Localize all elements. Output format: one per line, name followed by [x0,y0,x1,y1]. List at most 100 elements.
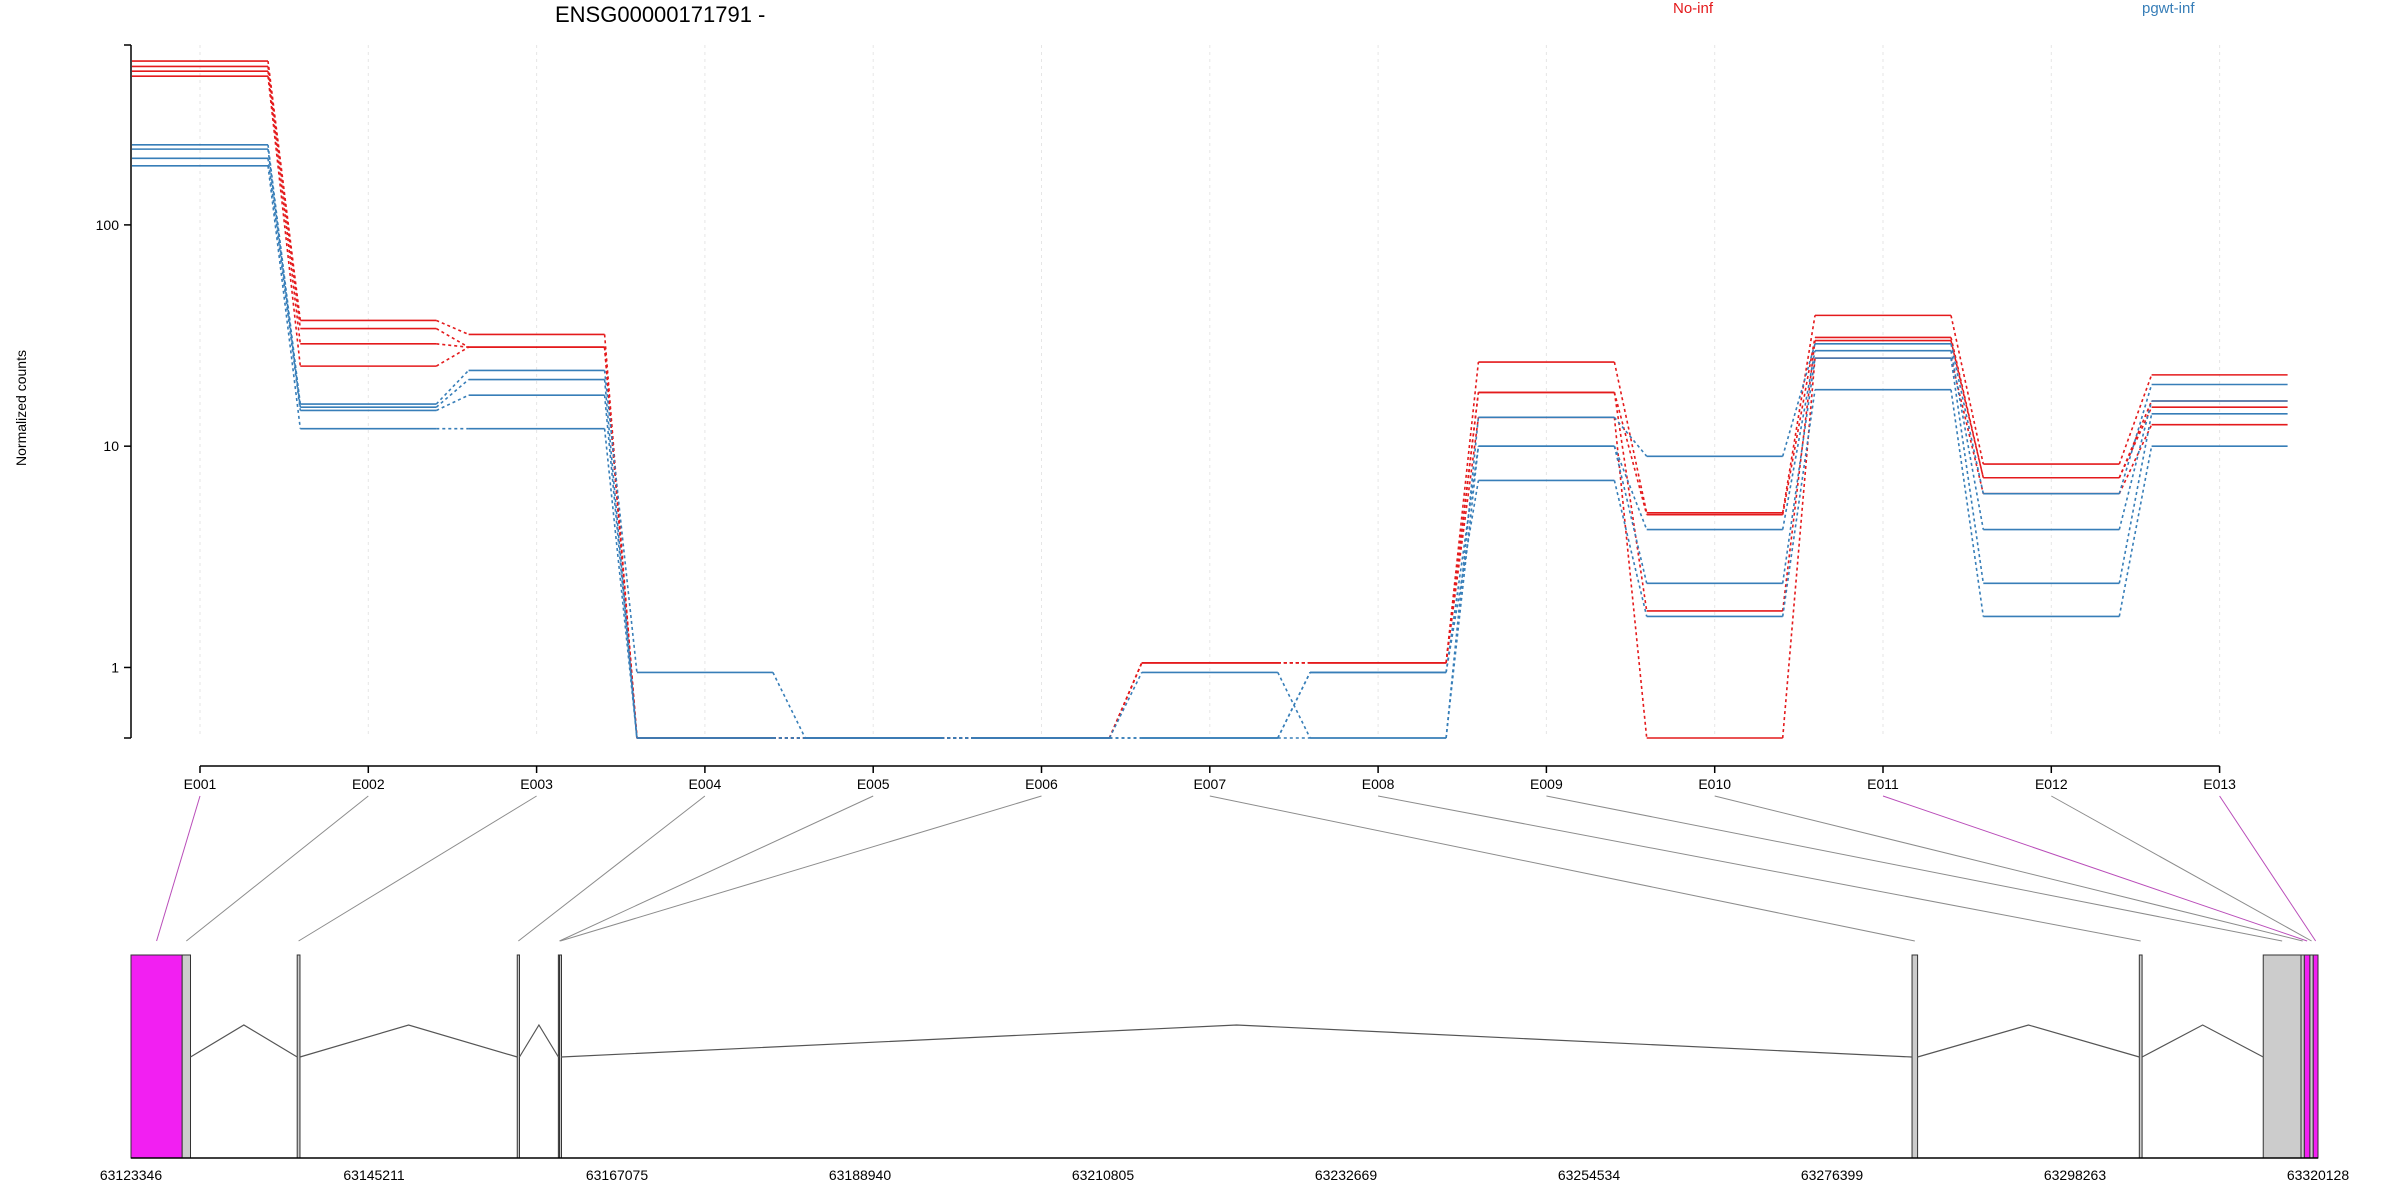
intron-1 [190,1024,298,1058]
connector-e010 [1781,350,1816,530]
connector-e004 [772,672,806,739]
x-tick-label-e002: E002 [352,776,385,792]
connector-e008 [1445,446,1480,739]
connector-e001 [267,144,302,405]
link-e008 [1378,795,2141,942]
intron-3 [518,1023,559,1058]
connector-e012 [2118,424,2153,495]
connector-e011 [1950,389,1985,617]
series-pgwt-inf-3 [132,157,2288,739]
link-e005 [559,795,874,942]
exon-e011 [2303,954,2311,1159]
exon-e007 [1911,954,1919,1159]
connector-e007 [1277,672,1311,739]
connector-e011 [1950,343,1985,494]
series-lines [132,60,2288,739]
link-e012 [2051,795,2312,942]
connector-e011 [1950,357,1985,494]
gridlines [199,45,2221,738]
connector-e010 [1781,343,1816,457]
coordinate-label: 63188940 [829,1167,892,1183]
x-tick-label-e004: E004 [689,776,722,792]
connector-e008 [1445,392,1480,663]
intron-2 [299,1024,518,1058]
connector-e009 [1613,392,1648,612]
coordinate-label: 63254534 [1558,1167,1621,1183]
chart-title: ENSG00000171791 - [555,2,765,27]
connector-e002 [435,378,470,408]
connector-e011 [1950,315,1985,465]
exon-e008 [2138,954,2143,1159]
connector-e006 [1108,672,1143,739]
link-e010 [1714,795,2303,942]
connector-e010 [1781,337,1816,515]
legend-pgwt-inf: pgwt-inf [2142,0,2195,17]
connector-e001 [267,165,302,429]
exon-e009 [2262,954,2302,1159]
link-e013 [2219,795,2317,942]
connector-e012 [2118,413,2153,584]
coordinate-label: 63210805 [1072,1167,1135,1183]
connector-e010 [1781,358,1816,739]
exon-connectors [156,795,2317,942]
connector-e009 [1613,361,1648,513]
connector-e002 [435,369,470,405]
x-tick-label-e013: E013 [2203,776,2236,792]
link-e009 [1546,795,2283,942]
x-tick-label-e007: E007 [1193,776,1226,792]
connector-e012 [2118,446,2153,617]
connector-e012 [2118,400,2153,530]
connector-e012 [2118,384,2153,494]
connector-e012 [2118,374,2153,465]
connector-e002 [435,319,469,336]
coordinate-label: 63320128 [2287,1167,2350,1183]
coordinate-label: 63298263 [2044,1167,2107,1183]
connector-e001 [267,149,302,408]
connector-e012 [2118,406,2153,479]
link-e007 [1209,795,1915,942]
connector-e010 [1781,389,1816,617]
link-e006 [560,795,1042,942]
connector-e001 [267,66,302,329]
coordinate-label: 63145211 [343,1167,404,1183]
intron-5 [1917,1024,2140,1058]
exon-e010 [2300,954,2305,1159]
exon-e012 [2309,954,2314,1159]
gene-model: 63123346 63145211 63167075 63188940 63210805… [100,954,2350,1183]
connector-e008 [1445,480,1480,673]
x-tick-label-e009: E009 [1530,776,1563,792]
exon-e001 [130,954,183,1159]
x-tick-label-e010: E010 [1698,776,1731,792]
connector-e009 [1613,416,1648,457]
x-tick-label-e003: E003 [520,776,553,792]
connector-e002 [435,327,470,348]
series-no-inf-4 [132,75,2288,739]
x-tick-label-e005: E005 [857,776,890,792]
y-tick-label-100: 100 [96,217,120,233]
connector-e009 [1613,445,1648,530]
link-e001 [156,795,201,942]
exon-e002 [181,954,192,1159]
coordinate-label: 63276399 [1801,1167,1864,1183]
connector-e009 [1613,392,1648,515]
intron-4 [561,1024,1913,1058]
x-tick-label-e001: E001 [184,776,217,792]
x-tick-label-e006: E006 [1025,776,1058,792]
connector-e010 [1781,358,1816,584]
connector-e008 [1445,392,1480,663]
connector-e008 [1445,446,1480,673]
connector-e001 [267,158,302,411]
coordinate-label: 63232669 [1315,1167,1378,1183]
connector-e002 [435,346,470,367]
y-tick-label-10: 10 [103,438,119,454]
legend-no-inf: No-inf [1673,0,1714,17]
connector-e001 [267,71,302,344]
coordinate-label: 63123346 [100,1167,163,1183]
x-tick-label-e011: E011 [1867,776,1899,792]
x-tick-label-e008: E008 [1362,776,1395,792]
connector-e008 [1445,417,1480,663]
intron-6 [2141,1024,2264,1058]
exon-e013 [2312,954,2319,1159]
coordinate-label: 63167075 [586,1167,649,1183]
